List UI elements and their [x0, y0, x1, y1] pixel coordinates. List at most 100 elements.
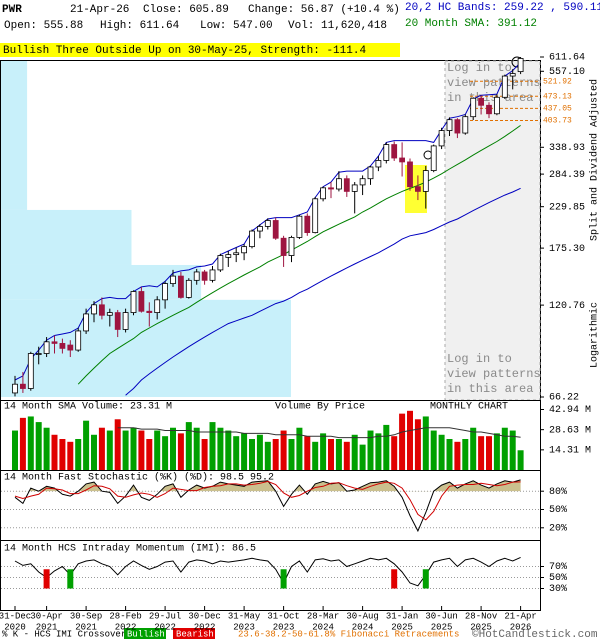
fibonacci-legend: 23.6-38.2-50-61.8% Fibonacci Retracement…: [238, 629, 459, 639]
bearish-badge: [173, 628, 215, 639]
candle-body: [209, 269, 216, 281]
x-tick-label: 30-Aug: [346, 611, 378, 621]
y-tick-label: 66.22: [549, 393, 579, 404]
y-tick-label: 611.64: [549, 53, 585, 64]
x-tick-label: 30-Jun: [425, 611, 457, 621]
y-tick-label: 284.39: [549, 170, 585, 181]
volume-bar: [233, 436, 240, 470]
candle-body: [67, 344, 74, 351]
candle-body: [304, 215, 311, 234]
candle-body: [177, 275, 184, 298]
fib-label: 521.92: [543, 77, 572, 86]
x-tick-label: 28-Nov: [465, 611, 498, 621]
volume-bar: [27, 416, 34, 470]
volume-bar: [249, 439, 255, 470]
candle-body: [446, 119, 453, 132]
y-tick-label: 80%: [549, 487, 567, 498]
volume-bar: [75, 439, 82, 470]
volume-bar: [359, 444, 366, 470]
y-tick-label: 50%: [549, 505, 567, 516]
x-tick-label: 21-Apr: [504, 611, 536, 621]
candle-body: [517, 58, 524, 73]
candle-body: [351, 184, 358, 192]
candle-body: [280, 237, 287, 256]
volume-bar: [501, 427, 508, 470]
candle-body: [138, 291, 145, 312]
x-tick-label: 28-Mar: [307, 611, 339, 621]
volume-bar: [351, 434, 358, 470]
candle-body: [201, 271, 208, 281]
y-tick-label: 14.31 M: [549, 445, 591, 456]
candle-body: [185, 279, 192, 298]
volume-bar: [407, 410, 413, 470]
volume-bar: [304, 436, 311, 470]
volume-bar: [177, 433, 184, 470]
candle-body: [154, 299, 161, 313]
x-tick-label: 2025: [391, 622, 413, 632]
candle-body: [106, 312, 113, 316]
x-tick-label: 2023: [273, 622, 295, 632]
bands: 20,2 HC Bands: 259.22 , 590.11: [405, 2, 600, 14]
volume: Vol: 11,620,418: [288, 20, 387, 32]
candle-body: [328, 187, 334, 190]
candle-body: [478, 97, 485, 106]
volume-bar: [335, 439, 342, 470]
y-tick-label: 28.63 M: [549, 425, 591, 436]
login-area: [444, 60, 541, 401]
x-tick-label: 31-Oct: [267, 611, 299, 621]
close: Close: 605.89: [143, 4, 229, 16]
candle-body: [391, 144, 398, 159]
candle-body: [509, 73, 516, 77]
x-tick-label: 2025: [470, 622, 492, 632]
candle-body: [130, 291, 137, 313]
y-tick-label: 20%: [549, 523, 567, 534]
x-tick-label: 28-Feb: [109, 611, 141, 621]
candle-body: [43, 341, 50, 354]
candle-body: [241, 246, 248, 254]
candle-body: [146, 310, 153, 313]
volume-bar: [256, 434, 263, 470]
y-tick-label: 30%: [549, 584, 567, 595]
candle-body: [225, 254, 232, 258]
candle-body: [470, 97, 477, 118]
volume-bar: [43, 427, 50, 470]
candle-body: [249, 230, 255, 248]
candle-body: [343, 178, 350, 192]
volume-bar: [328, 439, 334, 470]
candle-body: [399, 157, 406, 163]
candle-body: [122, 312, 129, 330]
candle-body: [12, 383, 18, 394]
candle-body: [59, 343, 66, 349]
candle-body: [288, 237, 295, 256]
candle-body: [462, 116, 469, 134]
candle-body: [51, 341, 58, 344]
volume-bar: [280, 430, 287, 470]
volume-bar: [185, 422, 192, 470]
candle-body: [19, 383, 26, 389]
panel-title: 14 Month HCS Intraday Momentum (IMI): 86…: [4, 543, 256, 555]
candle-body: [367, 166, 374, 180]
volume-bar: [493, 433, 500, 470]
volume-bar: [454, 441, 461, 470]
crossover-legend: % K - HCS IMI Crossover:: [2, 629, 132, 639]
fib-label: 437.05: [543, 105, 572, 114]
volume-bar: [67, 441, 74, 470]
volume-bar: [19, 417, 26, 470]
series-line: [14, 480, 521, 521]
x-tick-label: 30-Dec: [188, 611, 220, 621]
x-tick-label: 31-Jan: [386, 611, 418, 621]
candle-body: [335, 178, 342, 190]
volume-bar: [59, 439, 66, 470]
pattern-banner: Bullish Three Outside Up on 30-May-25, S…: [3, 45, 366, 57]
candle-body: [217, 255, 224, 271]
login-notice: view patterns: [447, 367, 541, 381]
candle-body: [162, 283, 169, 301]
candle-body: [320, 187, 327, 200]
annotation: MONTHLY CHART: [430, 402, 508, 413]
volume-bar: [486, 436, 492, 470]
bearish-label: Bearish: [176, 629, 214, 639]
volume-bar: [422, 416, 429, 470]
side-label: Logarithmic: [589, 302, 600, 368]
volume-bar: [114, 419, 121, 470]
